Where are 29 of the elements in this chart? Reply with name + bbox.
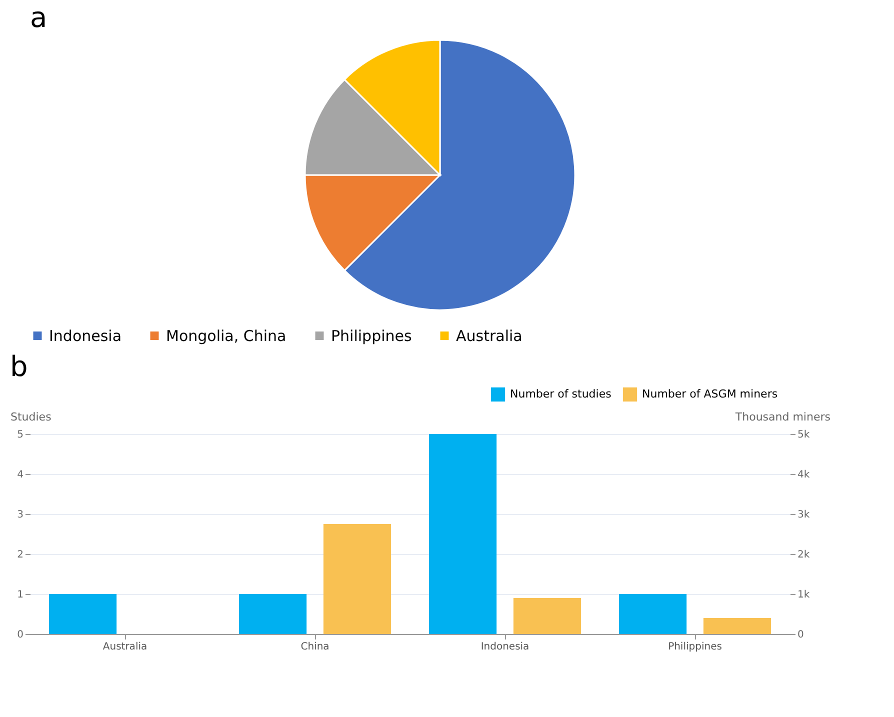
bar bbox=[513, 598, 581, 634]
y-tick-label: 1 bbox=[17, 590, 24, 600]
y2-tick-label: 4k bbox=[798, 470, 810, 480]
bar bbox=[323, 524, 391, 634]
y2-tick-label: 0 bbox=[798, 630, 804, 640]
y-tick-label: 5 bbox=[17, 430, 24, 440]
chart-title: a bbox=[30, 1, 48, 34]
y2-tick-label: 2k bbox=[798, 550, 810, 560]
legend-label: Number of studies bbox=[510, 387, 612, 400]
y-tick-label: 0 bbox=[17, 630, 24, 640]
y-tick-label: 4 bbox=[17, 470, 24, 480]
chart-title: b bbox=[10, 350, 28, 383]
legend-label: Number of ASGM miners bbox=[642, 387, 778, 400]
y-tick-label: 3 bbox=[17, 510, 24, 520]
y2-tick-label: 3k bbox=[798, 510, 810, 520]
legend-label: Mongolia, China bbox=[166, 326, 286, 345]
legend-label: Indonesia bbox=[49, 326, 122, 345]
y-tick-label: 2 bbox=[17, 550, 24, 560]
x-tick-label: Australia bbox=[102, 642, 148, 652]
x-tick-label: Philippines bbox=[668, 642, 722, 652]
y2-axis-title: Thousand miners bbox=[734, 410, 831, 424]
y-axis-title: Studies bbox=[10, 410, 52, 424]
x-tick-label: China bbox=[300, 642, 330, 652]
bar bbox=[703, 618, 771, 634]
legend-label: Australia bbox=[456, 326, 522, 345]
y2-tick-label: 1k bbox=[798, 590, 810, 600]
x-tick-label: Indonesia bbox=[480, 642, 530, 652]
y2-tick-label: 5k bbox=[798, 430, 810, 440]
legend-label: Philippines bbox=[331, 326, 412, 345]
